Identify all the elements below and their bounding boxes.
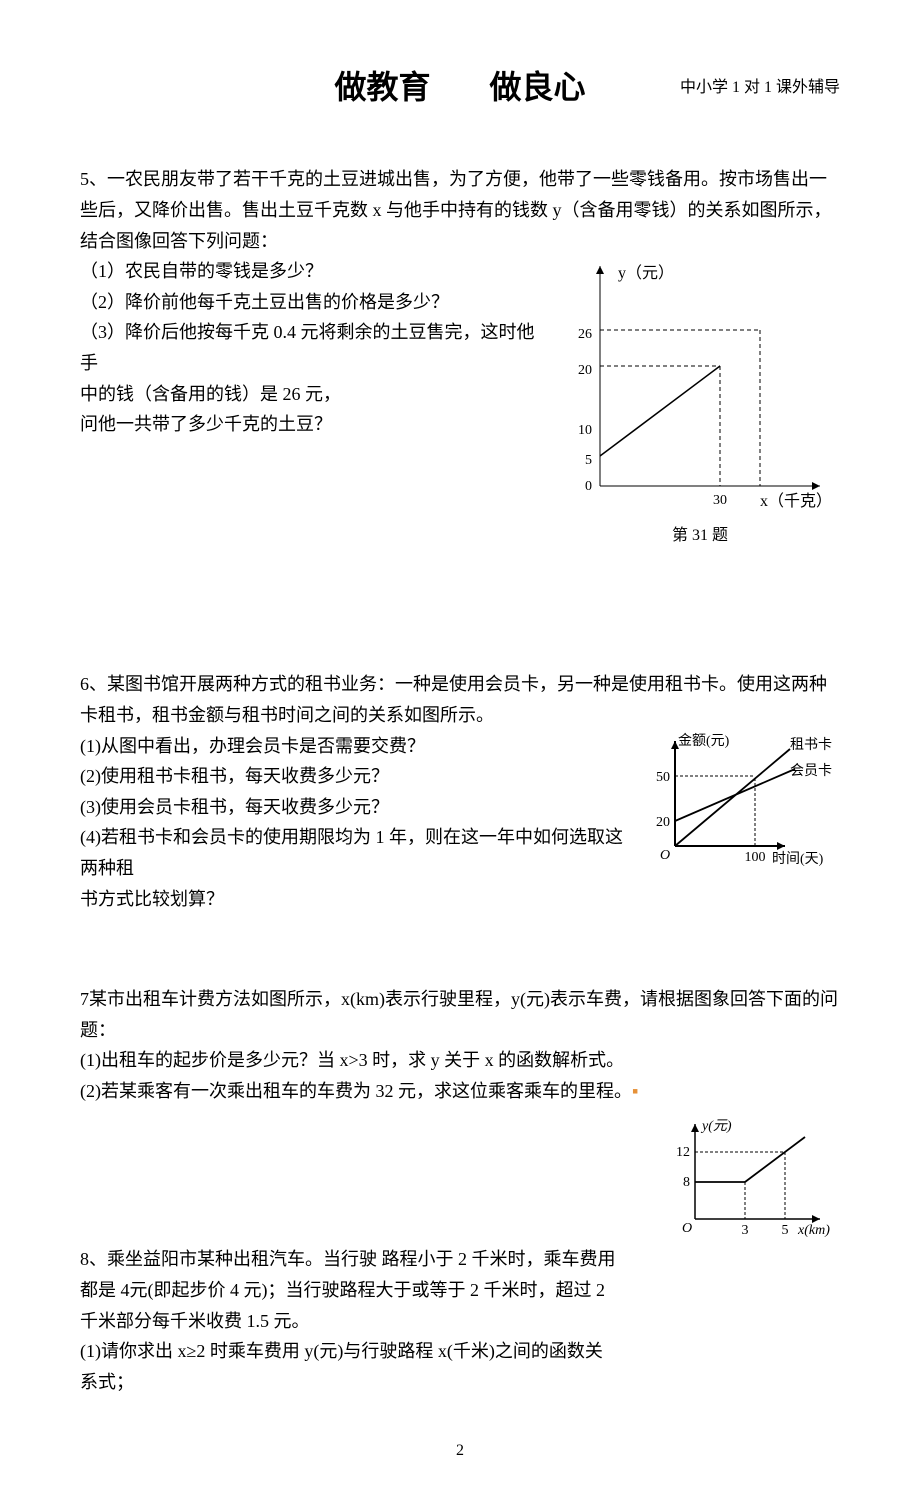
- p6-chart: O 20 50 100 金额(元) 时间(天) 租书卡 会员卡: [650, 731, 840, 871]
- p5-q1: （1）农民自带的零钱是多少？: [80, 256, 540, 287]
- svg-text:O: O: [660, 848, 670, 863]
- p7-q2: (2)若某乘客有一次乘出租车的车费为 32 元，求这位乘客乘车的里程。: [80, 1081, 632, 1101]
- p6-q4: (4)若租书卡和会员卡的使用期限均为 1 年，则在这一年中如何选取这两种租: [80, 822, 630, 883]
- p6-series1-label: 租书卡: [790, 737, 832, 753]
- problem-6: 6、某图书馆开展两种方式的租书业务：一种是使用会员卡，另一种是使用租书卡。使用这…: [80, 669, 840, 914]
- p6-y-label: 金额(元): [678, 733, 730, 749]
- p8-stem: 8、乘坐益阳市某种出租汽车。当行驶 路程小于 2 千米时，乘车费用都是 4元(即…: [80, 1244, 620, 1336]
- p5-q3: （3）降价后他按每千克 0.4 元将剩余的土豆售完，这时他手: [80, 317, 540, 378]
- p5-figure: 0 5 10 20 26 30 y（元） x（千克） 第 31 题: [560, 256, 840, 549]
- p5-y-label: y（元）: [618, 264, 674, 282]
- p5-q2: （2）降价前他每千克土豆出售的价格是多少？: [80, 287, 540, 318]
- p5-x-label: x（千克）: [760, 492, 832, 510]
- p7-q1: (1)出租车的起步价是多少元？当 x>3 时，求 y 关于 x 的函数解析式。: [80, 1045, 840, 1076]
- svg-text:100: 100: [745, 850, 766, 865]
- svg-text:30: 30: [713, 493, 727, 508]
- p5-stem: 5、一农民朋友带了若干千克的土豆进城出售，为了方便，他带了一些零钱备用。按市场售…: [80, 164, 840, 256]
- p6-q3: (3)使用会员卡租书，每天收费多少元？: [80, 792, 630, 823]
- p5-q3b: 中的钱（含备用的钱）是 26 元，: [80, 379, 540, 410]
- header-script-left: 做教育: [334, 60, 430, 114]
- p6-series2-label: 会员卡: [790, 763, 832, 779]
- svg-text:0: 0: [585, 479, 592, 494]
- p5-fig-caption: 第 31 题: [560, 522, 840, 549]
- orange-dot-icon: ▪: [632, 1081, 638, 1101]
- svg-text:3: 3: [742, 1223, 749, 1238]
- problem-7: 7某市出租车计费方法如图所示，x(km)表示行驶里程，y(元)表示车费，请根据图…: [80, 984, 840, 1244]
- svg-text:10: 10: [578, 423, 592, 438]
- svg-text:5: 5: [585, 453, 592, 468]
- p7-chart: O 8 12 3 5 y(元) x(km): [670, 1114, 840, 1244]
- svg-text:20: 20: [656, 815, 670, 830]
- svg-text:50: 50: [656, 770, 670, 785]
- p7-figure: O 8 12 3 5 y(元) x(km): [670, 1114, 840, 1244]
- page-header: 做教育 做良心 中小学 1 对 1 课外辅导: [80, 60, 840, 114]
- p6-q1: (1)从图中看出，办理会员卡是否需要交费？: [80, 731, 630, 762]
- p5-chart: 0 5 10 20 26 30 y（元） x（千克）: [560, 256, 840, 516]
- header-sub: 中小学 1 对 1 课外辅导: [680, 74, 840, 101]
- svg-text:12: 12: [676, 1145, 690, 1160]
- header-script-right: 做良心: [490, 60, 586, 114]
- problem-8: 8、乘坐益阳市某种出租汽车。当行驶 路程小于 2 千米时，乘车费用都是 4元(即…: [80, 1244, 620, 1397]
- page-number: 2: [80, 1437, 840, 1464]
- svg-text:20: 20: [578, 363, 592, 378]
- svg-text:5: 5: [782, 1223, 789, 1238]
- p5-q4: 问他一共带了多少千克的土豆？: [80, 409, 540, 440]
- p6-q2: (2)使用租书卡租书，每天收费多少元？: [80, 761, 630, 792]
- p6-x-label: 时间(天): [772, 851, 824, 867]
- p6-stem: 6、某图书馆开展两种方式的租书业务：一种是使用会员卡，另一种是使用租书卡。使用这…: [80, 669, 840, 730]
- p7-x-label: x(km): [797, 1223, 830, 1238]
- p6-q4b: 书方式比较划算？: [80, 884, 630, 915]
- svg-text:26: 26: [578, 327, 592, 342]
- svg-text:8: 8: [683, 1175, 690, 1190]
- svg-text:O: O: [682, 1221, 692, 1236]
- p6-figure: O 20 50 100 金额(元) 时间(天) 租书卡 会员卡: [650, 731, 840, 871]
- p8-q1: (1)请你求出 x≥2 时乘车费用 y(元)与行驶路程 x(千米)之间的函数关系…: [80, 1336, 620, 1397]
- p7-stem: 7某市出租车计费方法如图所示，x(km)表示行驶里程，y(元)表示车费，请根据图…: [80, 984, 840, 1045]
- p7-y-label: y(元): [700, 1119, 732, 1134]
- problem-5: 5、一农民朋友带了若干千克的土豆进城出售，为了方便，他带了一些零钱备用。按市场售…: [80, 164, 840, 549]
